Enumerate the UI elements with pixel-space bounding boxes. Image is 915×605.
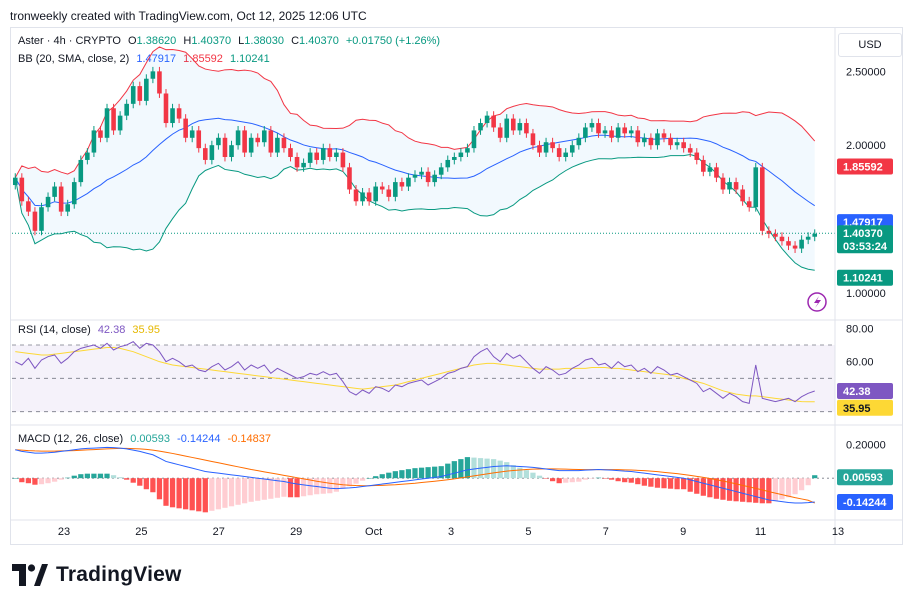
rsi-legend: RSI (14, close) 42.38 35.95 — [18, 324, 164, 336]
tradingview-logo-icon — [12, 564, 48, 586]
rsi-value: 42.38 — [97, 324, 126, 336]
tradingview-logo[interactable]: TradingView — [12, 563, 182, 587]
macd-label[interactable]: MACD (12, 26, close) — [18, 433, 124, 445]
close-value: 1.40370 — [299, 35, 339, 47]
currency-button[interactable]: USD — [838, 33, 902, 57]
low-value: 1.38030 — [244, 35, 285, 47]
bb-lower-value: 1.10241 — [229, 53, 270, 65]
macd-legend: MACD (12, 26, close) 0.00593 -0.14244 -0… — [18, 433, 275, 445]
bb-label[interactable]: BB (20, SMA, close, 2) — [18, 53, 130, 65]
chart-attribution: tronweekly created with TradingView.com,… — [10, 9, 367, 23]
bb-upper-value: 1.85592 — [183, 53, 223, 65]
rsi-ma-value: 35.95 — [132, 324, 160, 336]
chart-frame — [10, 27, 903, 545]
open-value: 1.38620 — [136, 35, 177, 47]
brand-name: TradingView — [56, 563, 182, 586]
macd-line-value: -0.14244 — [177, 433, 221, 445]
change-value: +0.01750 (+1.26%) — [345, 35, 441, 47]
bb-legend: BB (20, SMA, close, 2) 1.47917 1.85592 1… — [18, 53, 274, 65]
bb-mid-value: 1.47917 — [136, 53, 177, 65]
macd-hist-value: 0.00593 — [130, 433, 170, 445]
macd-signal-value: -0.14837 — [227, 433, 271, 445]
rsi-label[interactable]: RSI (14, close) — [18, 324, 91, 336]
symbol-label[interactable]: Aster · 4h · CRYPTO — [18, 35, 121, 47]
high-value: 1.40370 — [191, 35, 232, 47]
price-legend: Aster · 4h · CRYPTO O1.38620 H1.40370 L1… — [18, 35, 441, 47]
